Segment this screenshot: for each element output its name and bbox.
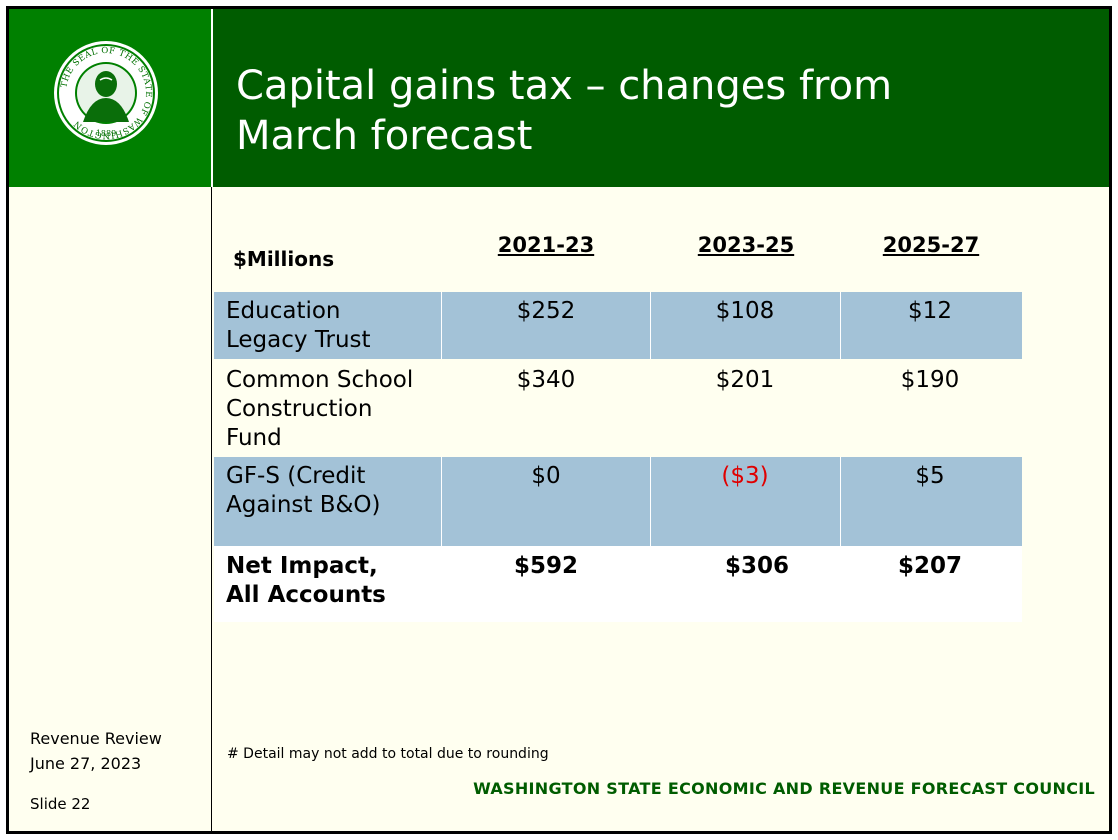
row-label-line: Construction bbox=[226, 396, 373, 422]
row-label-line: Education bbox=[226, 298, 341, 324]
column-header-2025-27: 2025-27 bbox=[882, 233, 980, 257]
slide-title-line2: March forecast bbox=[236, 113, 533, 159]
row-label-line: Legacy Trust bbox=[226, 327, 371, 353]
value-cell: $0 bbox=[531, 463, 561, 489]
slide-number: Slide 22 bbox=[30, 795, 91, 813]
row-label: Common School Construction Fund bbox=[226, 366, 441, 453]
row-label-line: GF-S (Credit bbox=[226, 463, 366, 489]
row-label: GF-S (Credit Against B&O) bbox=[226, 462, 441, 520]
column-header-2023-25: 2023-25 bbox=[697, 233, 795, 257]
value-cell: $201 bbox=[715, 367, 775, 393]
slide: THE SEAL OF THE STATE OF WASHINGTON 1889… bbox=[6, 6, 1112, 834]
value-cell: $108 bbox=[715, 298, 775, 324]
row-label: Net Impact, All Accounts bbox=[226, 552, 441, 610]
row-label-line: Against B&O) bbox=[226, 492, 381, 518]
cell-divider bbox=[650, 292, 651, 359]
value-cell-negative: ($3) bbox=[721, 463, 769, 489]
sidebar-divider bbox=[211, 187, 212, 831]
council-name: WASHINGTON STATE ECONOMIC AND REVENUE FO… bbox=[473, 779, 1095, 798]
sidebar-revenue-review: Revenue Review bbox=[30, 729, 162, 748]
value-cell: $190 bbox=[900, 367, 960, 393]
footnote: # Detail may not add to total due to rou… bbox=[227, 746, 549, 762]
state-seal-icon: THE SEAL OF THE STATE OF WASHINGTON 1889 bbox=[54, 41, 158, 145]
value-cell-total: $592 bbox=[513, 553, 578, 579]
cell-divider bbox=[840, 292, 841, 359]
value-cell: $12 bbox=[908, 298, 952, 324]
table-row-net-impact: Net Impact, All Accounts $592 $306 $207 bbox=[214, 546, 1022, 622]
value-cell-total: $306 bbox=[724, 553, 789, 579]
cell-divider bbox=[840, 457, 841, 546]
cell-divider bbox=[441, 457, 442, 546]
value-cell: $5 bbox=[915, 463, 945, 489]
value-cell: $252 bbox=[516, 298, 576, 324]
row-label: Education Legacy Trust bbox=[226, 297, 441, 355]
table-row-common-school-construction-fund: Common School Construction Fund $340 $20… bbox=[214, 359, 1022, 456]
value-cell-total: $207 bbox=[897, 553, 962, 579]
sidebar-header-block: THE SEAL OF THE STATE OF WASHINGTON 1889 bbox=[9, 9, 211, 187]
table-row-education-legacy-trust: Education Legacy Trust $252 $108 $12 bbox=[214, 292, 1022, 359]
table-row-gf-s-credit-against-bo: GF-S (Credit Against B&O) $0 ($3) $5 bbox=[214, 457, 1022, 546]
column-header-2021-23: 2021-23 bbox=[497, 233, 595, 257]
slide-title-line1: Capital gains tax – changes from bbox=[236, 63, 893, 109]
units-label: $Millions bbox=[233, 247, 335, 271]
row-label-line: All Accounts bbox=[226, 582, 386, 608]
svg-text:1889: 1889 bbox=[96, 129, 116, 138]
cell-divider bbox=[441, 292, 442, 359]
sidebar-date: June 27, 2023 bbox=[30, 754, 142, 773]
row-label-line: Net Impact, bbox=[226, 553, 378, 579]
slide-title: Capital gains tax – changes from March f… bbox=[236, 61, 1096, 161]
title-header: Capital gains tax – changes from March f… bbox=[211, 9, 1109, 187]
row-label-line: Fund bbox=[226, 425, 282, 451]
value-cell: $340 bbox=[516, 367, 576, 393]
row-label-line: Common School bbox=[226, 367, 414, 393]
cell-divider bbox=[650, 457, 651, 546]
